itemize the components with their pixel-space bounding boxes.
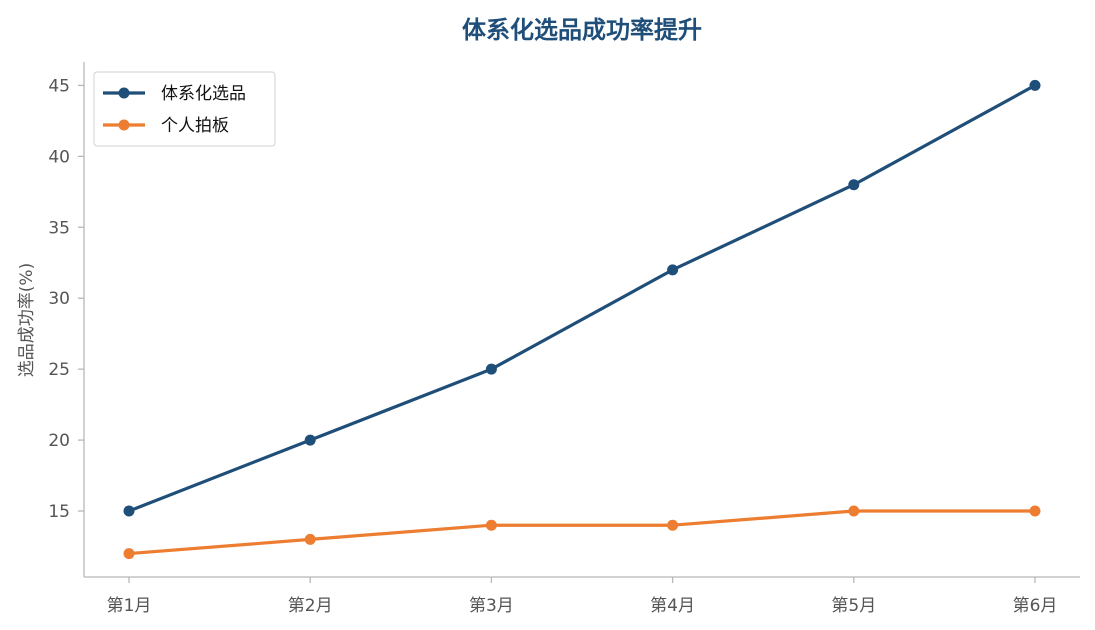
legend-label: 个人拍板: [161, 116, 229, 136]
y-tick-label: 15: [48, 502, 70, 522]
data-point: [848, 179, 860, 191]
data-point: [123, 548, 135, 560]
series-line-2: [127, 509, 1037, 556]
x-tick-label: 第3月: [469, 596, 514, 616]
data-point: [848, 505, 860, 517]
series-line-1: [127, 83, 1037, 513]
x-tick-label: 第2月: [288, 596, 333, 616]
data-point: [1029, 505, 1041, 517]
y-axis-label: 选品成功率(%): [17, 263, 37, 377]
y-tick-label: 35: [48, 218, 70, 238]
x-tick-label: 第5月: [831, 596, 876, 616]
y-tick-label: 30: [48, 289, 70, 309]
x-tick-label: 第1月: [107, 596, 152, 616]
y-tick-label: 45: [48, 76, 70, 96]
x-tick-label: 第4月: [650, 596, 695, 616]
data-point: [1029, 79, 1041, 91]
y-tick-label: 25: [48, 360, 70, 380]
data-point: [485, 519, 497, 531]
legend-marker: [118, 119, 130, 131]
data-point: [667, 519, 679, 531]
y-tick-label: 20: [48, 431, 70, 451]
data-point: [304, 434, 316, 446]
legend-label: 体系化选品: [161, 84, 246, 104]
series-layer: [123, 79, 1041, 560]
data-point: [123, 505, 135, 517]
ticks: 15 20 25 30 35 40 45 第1月 第2月 第3月 第4月 第5月 第6月: [48, 76, 1057, 616]
data-point: [667, 264, 679, 276]
chart-title: 体系化选品成功率提升: [462, 16, 702, 44]
data-point: [485, 363, 497, 375]
legend-marker: [118, 87, 130, 99]
x-tick-label: 第6月: [1013, 596, 1058, 616]
legend-box: [93, 71, 276, 147]
y-tick-label: 40: [48, 147, 70, 167]
data-point: [304, 533, 316, 545]
